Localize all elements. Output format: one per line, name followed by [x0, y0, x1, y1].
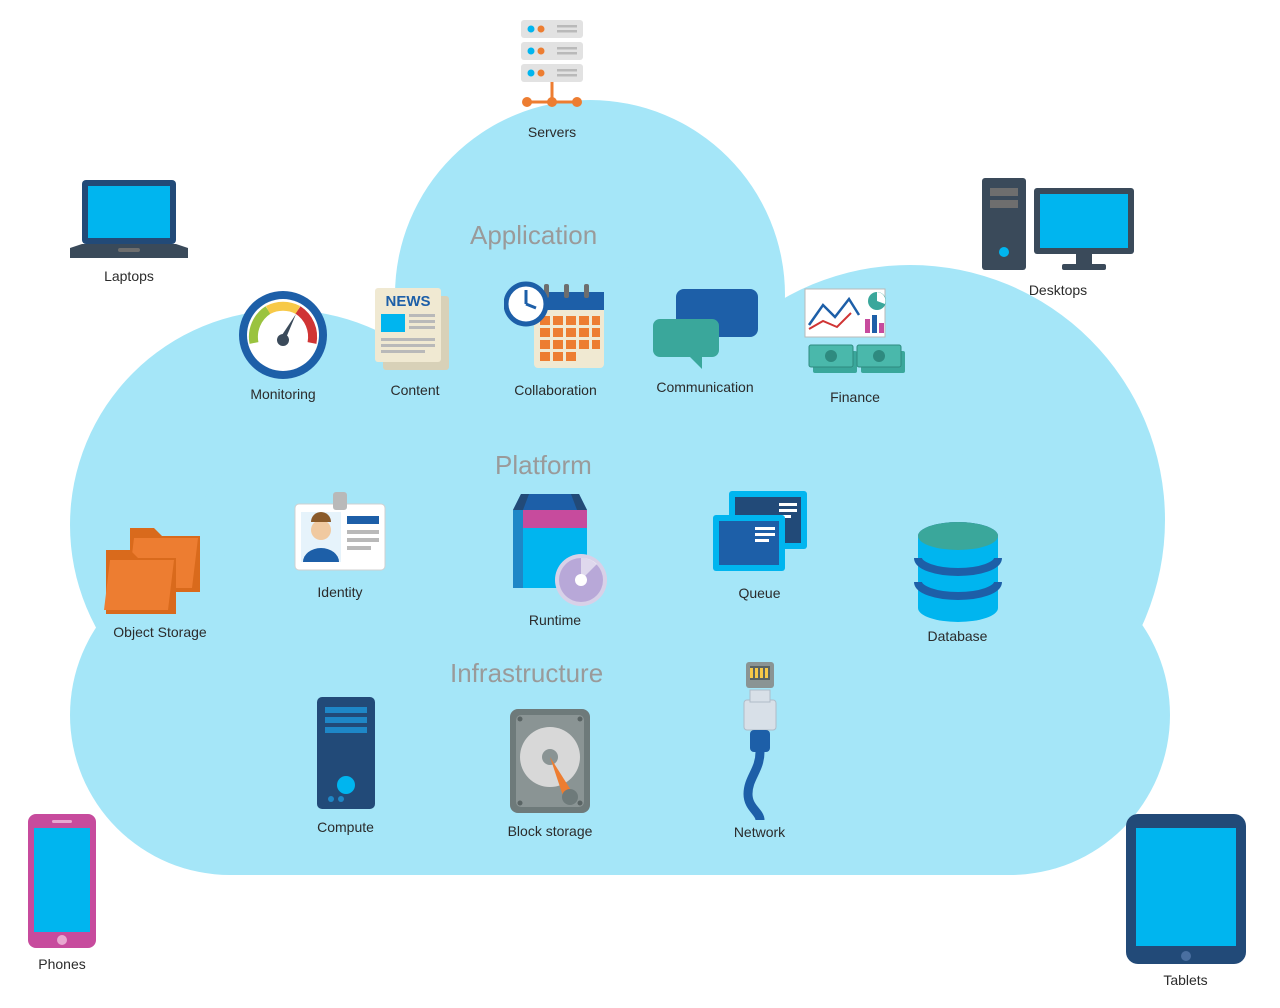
communication-label: Communication — [656, 379, 753, 395]
node-communication: Communication — [640, 285, 770, 395]
network-label: Network — [734, 824, 785, 840]
desktops-label: Desktops — [1029, 282, 1087, 298]
queue-windows-icon — [707, 485, 813, 581]
chat-bubbles-icon — [650, 285, 760, 375]
heading-infrastructure: Infrastructure — [450, 658, 603, 689]
queue-label: Queue — [738, 585, 780, 601]
node-network: Network — [712, 660, 807, 840]
database-label: Database — [928, 628, 988, 644]
hard-disk-icon — [504, 705, 596, 819]
heading-platform-text: Platform — [495, 450, 592, 480]
id-badge-icon — [289, 490, 391, 580]
tablet-icon — [1122, 812, 1250, 968]
node-queue: Queue — [702, 485, 817, 601]
node-collaboration: Collaboration — [498, 278, 613, 398]
node-compute: Compute — [298, 695, 393, 835]
content-label: Content — [390, 382, 439, 398]
newspaper-icon: NEWS — [367, 282, 463, 378]
desktop-icon — [978, 178, 1138, 278]
node-laptops: Laptops — [68, 178, 190, 284]
tablets-label: Tablets — [1163, 972, 1207, 988]
phone-icon — [24, 812, 100, 952]
node-servers: Servers — [508, 20, 596, 140]
runtime-label: Runtime — [529, 612, 581, 628]
ethernet-cable-icon — [728, 660, 792, 820]
node-desktops: Desktops — [978, 178, 1138, 298]
finance-chart-money-icon — [799, 285, 911, 385]
server-tower-icon — [311, 695, 381, 815]
node-runtime: Runtime — [495, 488, 615, 628]
node-object-storage: Object Storage — [95, 520, 225, 640]
calendar-clock-icon — [504, 278, 608, 378]
node-tablets: Tablets — [1118, 812, 1253, 988]
heading-platform: Platform — [495, 450, 592, 481]
servers-icon — [513, 20, 591, 120]
cloud-shape — [0, 0, 1280, 1008]
laptop-icon — [68, 178, 190, 264]
node-finance: Finance — [795, 285, 915, 405]
phones-label: Phones — [38, 956, 85, 972]
laptops-label: Laptops — [104, 268, 154, 284]
object-storage-label: Object Storage — [113, 624, 206, 640]
folders-icon — [100, 520, 220, 620]
gauge-icon — [236, 288, 330, 382]
node-database: Database — [905, 520, 1010, 644]
software-box-disc-icon — [499, 488, 611, 608]
diagram-canvas: Application Platform Infrastructure Serv… — [0, 0, 1280, 1008]
block-storage-label: Block storage — [508, 823, 593, 839]
monitoring-label: Monitoring — [250, 386, 315, 402]
heading-application: Application — [470, 220, 597, 251]
heading-application-text: Application — [470, 220, 597, 250]
identity-label: Identity — [317, 584, 362, 600]
database-icon — [913, 520, 1003, 624]
node-block-storage: Block storage — [490, 705, 610, 839]
finance-label: Finance — [830, 389, 880, 405]
servers-label: Servers — [528, 124, 576, 140]
collaboration-label: Collaboration — [514, 382, 597, 398]
svg-text:NEWS: NEWS — [386, 293, 431, 310]
node-phones: Phones — [22, 812, 102, 972]
heading-infrastructure-text: Infrastructure — [450, 658, 603, 688]
compute-label: Compute — [317, 819, 374, 835]
node-identity: Identity — [285, 490, 395, 600]
node-content: NEWS Content — [360, 282, 470, 398]
node-monitoring: Monitoring — [228, 288, 338, 402]
